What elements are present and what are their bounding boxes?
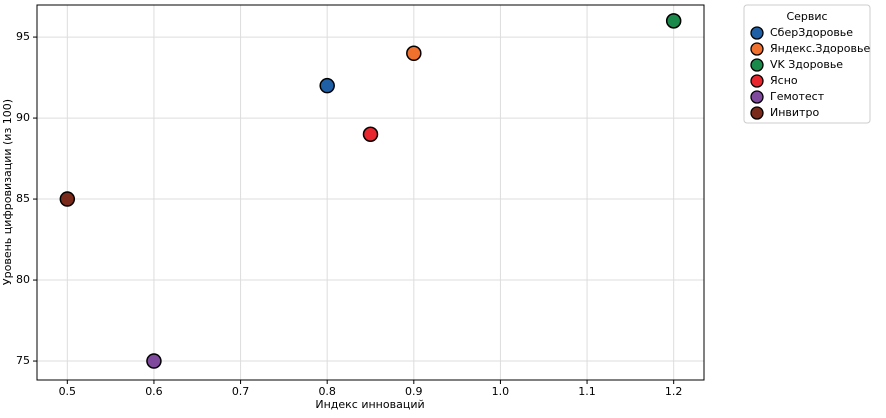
point (59, 191, 76, 207)
x-tick-label: 0.6 (145, 385, 163, 398)
point (665, 13, 682, 29)
legend-marker (750, 106, 764, 120)
legend-marker (750, 74, 764, 88)
y-tick-label: 75 (16, 354, 30, 367)
x-tick-label: 0.7 (232, 385, 250, 398)
y-axis-label: Уровень цифровизации (из 100) (1, 99, 14, 285)
legend-label: Инвитро (770, 106, 819, 119)
legend-label: Яндекс.Здоровье (770, 42, 870, 55)
point (319, 77, 335, 94)
legend-box (743, 4, 871, 124)
x-tick-label: 1.2 (665, 385, 683, 398)
x-tick-label: 1.0 (492, 385, 510, 398)
legend-title: Сервис (786, 10, 827, 23)
x-axis-label: Индекс инноваций (315, 398, 424, 411)
legend-label: Ясно (770, 74, 798, 87)
legend-label: VK Здоровье (770, 58, 843, 71)
legend-marker (750, 58, 764, 72)
y-tick-label: 90 (16, 111, 30, 124)
point (406, 45, 422, 62)
legend-marker (750, 42, 764, 56)
y-tick-label: 80 (16, 273, 30, 286)
x-tick-label: 0.5 (59, 385, 77, 398)
y-tick-label: 85 (16, 192, 30, 205)
legend-marker (750, 90, 764, 104)
legend-marker (750, 26, 764, 40)
x-tick-label: 1.1 (578, 385, 596, 398)
point (362, 126, 379, 143)
y-tick-label: 95 (16, 30, 30, 43)
legend-label: СберЗдоровье (770, 26, 853, 39)
point (146, 353, 162, 369)
x-tick-label: 0.8 (318, 385, 336, 398)
plot-frame (36, 4, 705, 381)
legend-label: Гемотест (770, 90, 825, 103)
x-tick-label: 0.9 (405, 385, 423, 398)
